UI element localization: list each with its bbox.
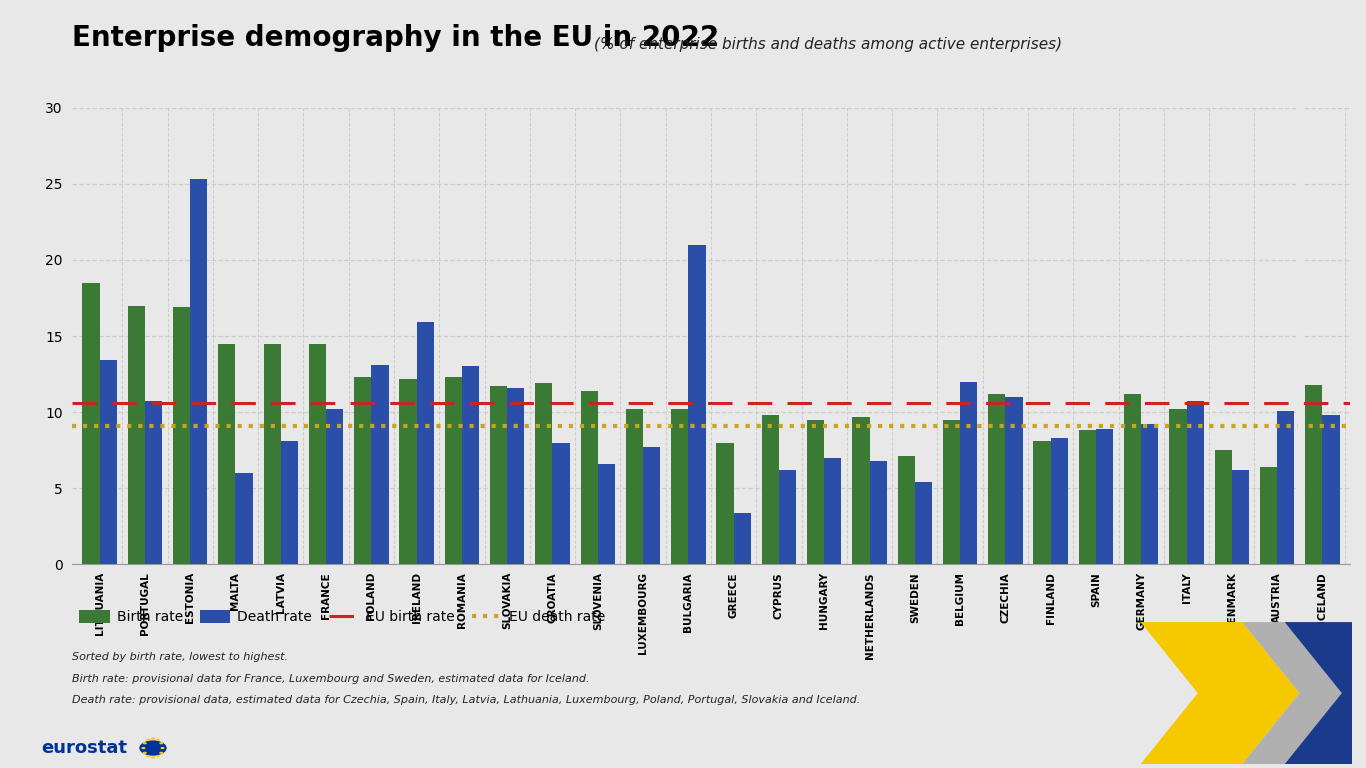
Bar [897,456,915,564]
Bar [598,464,615,564]
Text: Death rate: provisional data, estimated data for Czechia, Spain, Italy, Latvia, : Death rate: provisional data, estimated … [72,696,861,706]
Bar [173,307,190,564]
Bar [100,360,116,564]
Bar [326,409,343,564]
Polygon shape [1284,622,1352,764]
Bar [988,394,1005,564]
Bar [399,379,417,564]
Bar [235,473,253,564]
Bar [1214,450,1232,564]
Legend: Birth rate, Death rate, EU birth rate, EU death rate: Birth rate, Death rate, EU birth rate, E… [79,611,605,624]
Polygon shape [1242,622,1341,764]
Bar [1079,430,1096,564]
Bar [943,420,960,564]
Bar [1124,394,1141,564]
Text: Birth rate: provisional data for France, Luxembourg and Sweden, estimated data f: Birth rate: provisional data for France,… [72,674,590,684]
Bar [581,391,598,564]
Bar [915,482,932,564]
Bar [309,343,326,564]
Bar [127,306,145,564]
Text: Sorted by birth rate, lowest to highest.: Sorted by birth rate, lowest to highest. [72,653,288,663]
Bar [716,442,734,564]
Text: Enterprise demography in the EU in 2022: Enterprise demography in the EU in 2022 [72,25,720,52]
Text: eurostat: eurostat [41,739,127,757]
Bar [552,442,570,564]
Bar [1277,411,1295,564]
Bar [507,388,525,564]
Bar [960,382,977,564]
Text: (% of enterprise births and deaths among active enterprises): (% of enterprise births and deaths among… [594,37,1063,52]
Bar [1187,402,1203,564]
Bar [372,365,388,564]
Bar [1259,467,1277,564]
Bar [417,323,434,564]
Bar [807,420,824,564]
Bar [1169,409,1187,564]
Bar [462,366,479,564]
Bar [870,461,887,564]
Bar [643,447,660,564]
Bar [1232,470,1249,564]
Bar [1096,429,1113,564]
Bar [219,343,235,564]
Bar [82,283,100,564]
Bar [734,513,751,564]
Bar [1050,438,1068,564]
Bar [145,402,163,564]
Polygon shape [1141,622,1299,764]
Bar [1322,415,1340,564]
Bar [824,458,841,564]
Bar [490,386,507,564]
Bar [688,244,706,564]
Bar [671,409,688,564]
Bar [1141,425,1158,564]
Bar [445,377,462,564]
Bar [354,377,372,564]
Bar [281,441,298,564]
Bar [1298,108,1302,564]
Bar [852,417,870,564]
Bar [779,470,796,564]
Bar [190,179,208,564]
Bar [264,343,281,564]
Bar [762,415,779,564]
Bar [626,409,643,564]
Bar [1306,385,1322,564]
Bar [535,383,552,564]
Bar [1005,397,1023,564]
Bar [1034,441,1050,564]
